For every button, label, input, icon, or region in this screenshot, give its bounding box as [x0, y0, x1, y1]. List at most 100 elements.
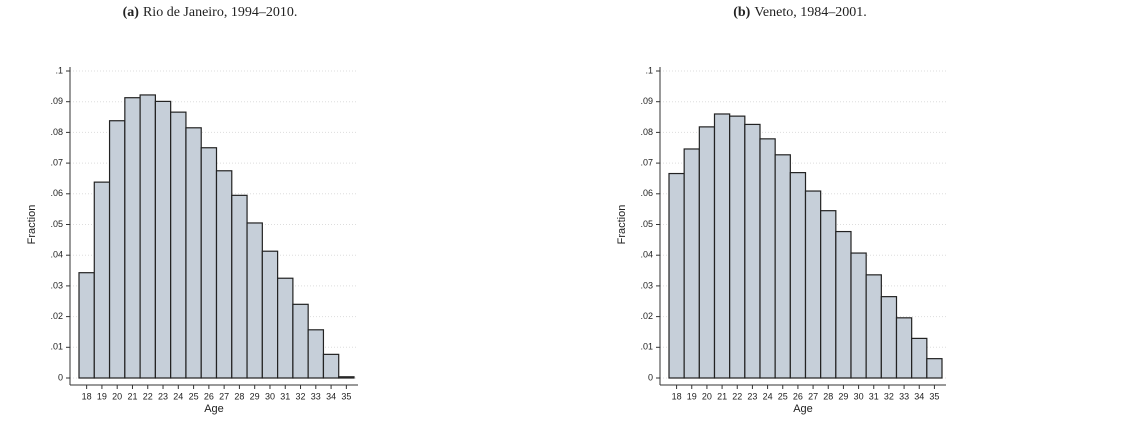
- y-tick-label: .05: [50, 219, 63, 229]
- bar: [729, 115, 746, 379]
- bar: [865, 274, 882, 379]
- y-tick-label: .07: [640, 157, 653, 167]
- y-tick-label: .01: [640, 342, 653, 352]
- x-tick-label: 34: [914, 391, 924, 401]
- x-tick-label: 25: [778, 391, 788, 401]
- x-tick-label: 35: [341, 391, 351, 401]
- bar: [246, 222, 263, 379]
- bar: [880, 296, 898, 379]
- chart-title: Rio de Janeiro, 1994–2010.: [143, 5, 297, 20]
- y-tick-label: .07: [50, 157, 63, 167]
- y-tick-label: .05: [640, 219, 653, 229]
- bar: [215, 170, 233, 379]
- bar: [774, 154, 791, 379]
- bar: [895, 317, 913, 379]
- bar: [93, 181, 111, 379]
- x-tick-label: 28: [823, 391, 833, 401]
- y-axis-label: Fraction: [26, 205, 38, 245]
- bar: [926, 358, 943, 379]
- bar: [759, 138, 776, 379]
- bar: [261, 250, 279, 379]
- bar: [911, 337, 928, 379]
- x-tick-label: 32: [296, 391, 306, 401]
- bar: [292, 303, 309, 379]
- x-tick-label: 24: [763, 391, 773, 401]
- y-tick-label: .02: [640, 311, 653, 321]
- bar: [200, 147, 218, 379]
- y-tick-label: .02: [50, 311, 63, 321]
- x-tick-label: 21: [717, 391, 727, 401]
- bar: [713, 113, 731, 379]
- bar: [139, 94, 156, 379]
- y-tick-label: .08: [50, 127, 63, 137]
- bar: [78, 272, 95, 379]
- x-tick-label: 22: [732, 391, 742, 401]
- bar: [307, 329, 325, 379]
- x-tick-label: 33: [899, 391, 909, 401]
- bar: [124, 97, 141, 379]
- y-tick-label: .1: [55, 65, 63, 75]
- y-tick-label: .04: [640, 250, 653, 260]
- bar: [698, 126, 716, 379]
- bar: [744, 123, 761, 379]
- x-tick-label: 33: [311, 391, 321, 401]
- x-tick-label: 28: [234, 391, 244, 401]
- x-tick-label: 19: [687, 391, 697, 401]
- x-tick-label: 21: [127, 391, 137, 401]
- y-tick-label: .04: [50, 250, 63, 260]
- y-tick-label: .01: [50, 342, 63, 352]
- y-tick-label: .1: [645, 65, 653, 75]
- x-tick-label: 20: [702, 391, 712, 401]
- x-tick-label: 31: [280, 391, 290, 401]
- y-tick-label: .08: [640, 127, 653, 137]
- bar: [185, 127, 202, 379]
- x-tick-label: 35: [929, 391, 939, 401]
- x-tick-label: 18: [82, 391, 92, 401]
- x-tick-label: 29: [250, 391, 260, 401]
- x-tick-label: 34: [326, 391, 336, 401]
- x-tick-label: 18: [672, 391, 682, 401]
- x-tick-label: 23: [747, 391, 757, 401]
- bar: [820, 210, 837, 379]
- bar: [683, 148, 700, 379]
- x-tick-label: 23: [158, 391, 168, 401]
- y-tick-label: 0: [648, 372, 653, 382]
- x-tick-label: 26: [204, 391, 214, 401]
- x-tick-label: 29: [838, 391, 848, 401]
- bar: [804, 190, 822, 379]
- y-axis-label: Fraction: [616, 205, 628, 245]
- bar: [154, 100, 172, 379]
- y-tick-label: .09: [50, 96, 63, 106]
- y-tick-label: .03: [50, 280, 63, 290]
- y-tick-label: .03: [640, 280, 653, 290]
- x-tick-label: 32: [884, 391, 894, 401]
- bar: [850, 252, 867, 379]
- bar: [338, 376, 355, 379]
- x-tick-label: 19: [97, 391, 107, 401]
- chart-title: Veneto, 1984–2001.: [754, 5, 866, 20]
- x-tick-label: 31: [869, 391, 879, 401]
- x-tick-label: 26: [793, 391, 803, 401]
- x-axis-label: Age: [793, 403, 813, 415]
- y-tick-label: .09: [640, 96, 653, 106]
- x-tick-label: 30: [265, 391, 275, 401]
- x-tick-label: 30: [854, 391, 864, 401]
- panel-label: (b): [733, 5, 750, 20]
- bar: [108, 120, 126, 379]
- x-tick-label: 24: [173, 391, 183, 401]
- bar: [170, 111, 187, 379]
- x-tick-label: 25: [189, 391, 199, 401]
- bar: [668, 172, 685, 379]
- y-tick-label: .06: [50, 188, 63, 198]
- bar: [277, 277, 294, 379]
- y-tick-label: 0: [58, 372, 63, 382]
- bar: [835, 230, 852, 379]
- bar: [789, 172, 807, 379]
- x-tick-label: 20: [112, 391, 122, 401]
- x-tick-label: 27: [219, 391, 229, 401]
- bar: [231, 194, 248, 379]
- panel-label: (a): [123, 5, 140, 20]
- x-axis-label: Age: [204, 403, 224, 415]
